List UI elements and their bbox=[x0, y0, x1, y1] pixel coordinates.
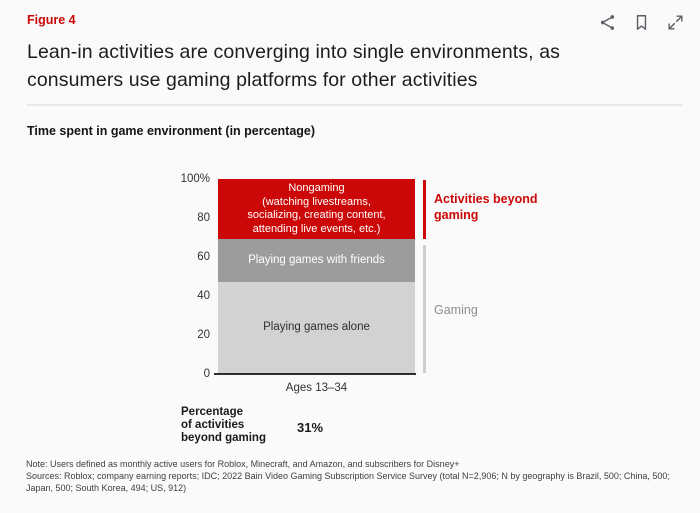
y-tick-label: 0 bbox=[203, 368, 210, 380]
sources-line: Sources: Roblox; company earning reports… bbox=[26, 471, 670, 493]
y-tick-label: 80 bbox=[197, 212, 210, 224]
figure-label: Figure 4 bbox=[27, 13, 76, 27]
bar-segment-games-alone-label: Playing games alone bbox=[263, 321, 370, 334]
bookmark-icon[interactable] bbox=[630, 11, 653, 34]
expand-icon[interactable] bbox=[664, 11, 687, 34]
stat-value: 31% bbox=[297, 420, 324, 435]
y-tick-label: 100% bbox=[180, 173, 210, 185]
x-axis-line bbox=[214, 373, 416, 375]
toolbar bbox=[596, 11, 687, 34]
annotation-gaming: Gaming bbox=[434, 303, 478, 317]
chart-title: Time spent in game environment (in perce… bbox=[27, 124, 316, 138]
note-line: Note: Users defined as monthly active us… bbox=[26, 459, 460, 469]
x-axis-category-label: Ages 13–34 bbox=[285, 382, 348, 394]
footnotes: Note: Users defined as monthly active us… bbox=[26, 458, 670, 494]
share-icon[interactable] bbox=[596, 11, 619, 34]
y-tick-label: 20 bbox=[197, 329, 210, 341]
divider bbox=[27, 104, 683, 106]
figure-title: Lean-in activities are converging into s… bbox=[27, 41, 560, 91]
y-tick-label: 60 bbox=[197, 251, 210, 263]
y-axis: 100% 80 60 40 20 0 bbox=[140, 173, 210, 380]
bar-segment-games-with-friends-label: Playing games with friends bbox=[248, 254, 385, 267]
bracket-activities-beyond-gaming bbox=[423, 180, 426, 239]
stat-label: Percentage of activities beyond gaming bbox=[181, 406, 266, 444]
bar-segment-nongaming: Nongaming (watching livestreams, sociali… bbox=[218, 179, 415, 240]
bracket-gaming bbox=[423, 245, 426, 373]
stacked-bar: Nongaming (watching livestreams, sociali… bbox=[218, 179, 415, 374]
annotation-activities-beyond-gaming: Activities beyond gaming bbox=[434, 192, 538, 222]
y-tick-label: 40 bbox=[197, 290, 210, 302]
bar-segment-games-with-friends: Playing games with friends bbox=[218, 239, 415, 283]
bar-segment-games-alone: Playing games alone bbox=[218, 282, 415, 374]
bar-segment-nongaming-label: Nongaming (watching livestreams, sociali… bbox=[247, 182, 386, 235]
